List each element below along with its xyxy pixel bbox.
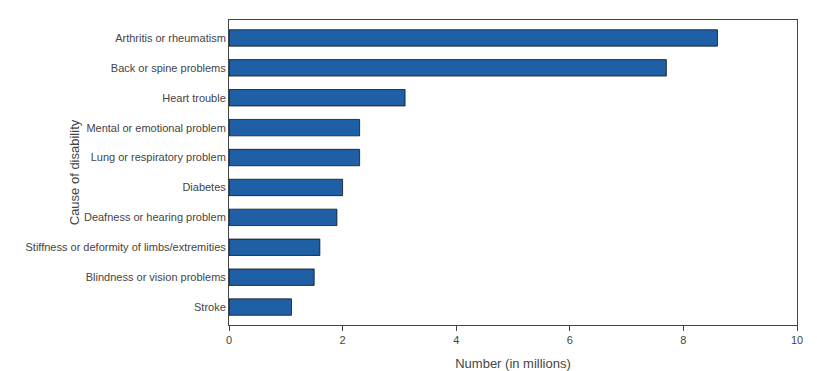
- svg-text:Blindness or vision problems: Blindness or vision problems: [86, 271, 227, 283]
- svg-text:Mental or emotional problem: Mental or emotional problem: [86, 122, 225, 134]
- svg-text:Stiffness or deformity of limb: Stiffness or deformity of limbs/extremit…: [25, 241, 226, 253]
- svg-text:2: 2: [340, 334, 346, 346]
- svg-text:Deafness or hearing problem: Deafness or hearing problem: [84, 211, 226, 223]
- svg-text:6: 6: [567, 334, 573, 346]
- svg-text:Diabetes: Diabetes: [182, 181, 226, 193]
- svg-text:10: 10: [791, 334, 803, 346]
- svg-text:8: 8: [680, 334, 686, 346]
- svg-text:Arthritis or rheumatism: Arthritis or rheumatism: [115, 32, 226, 44]
- svg-text:Heart trouble: Heart trouble: [162, 92, 226, 104]
- svg-text:Back or spine problems: Back or spine problems: [111, 62, 226, 74]
- svg-text:Cause of disability: Cause of disability: [67, 119, 82, 225]
- svg-text:Number (in millions): Number (in millions): [455, 356, 571, 371]
- svg-text:Stroke: Stroke: [194, 301, 226, 313]
- svg-text:4: 4: [453, 334, 459, 346]
- svg-text:Lung or respiratory problem: Lung or respiratory problem: [91, 151, 226, 163]
- svg-text:0: 0: [226, 334, 232, 346]
